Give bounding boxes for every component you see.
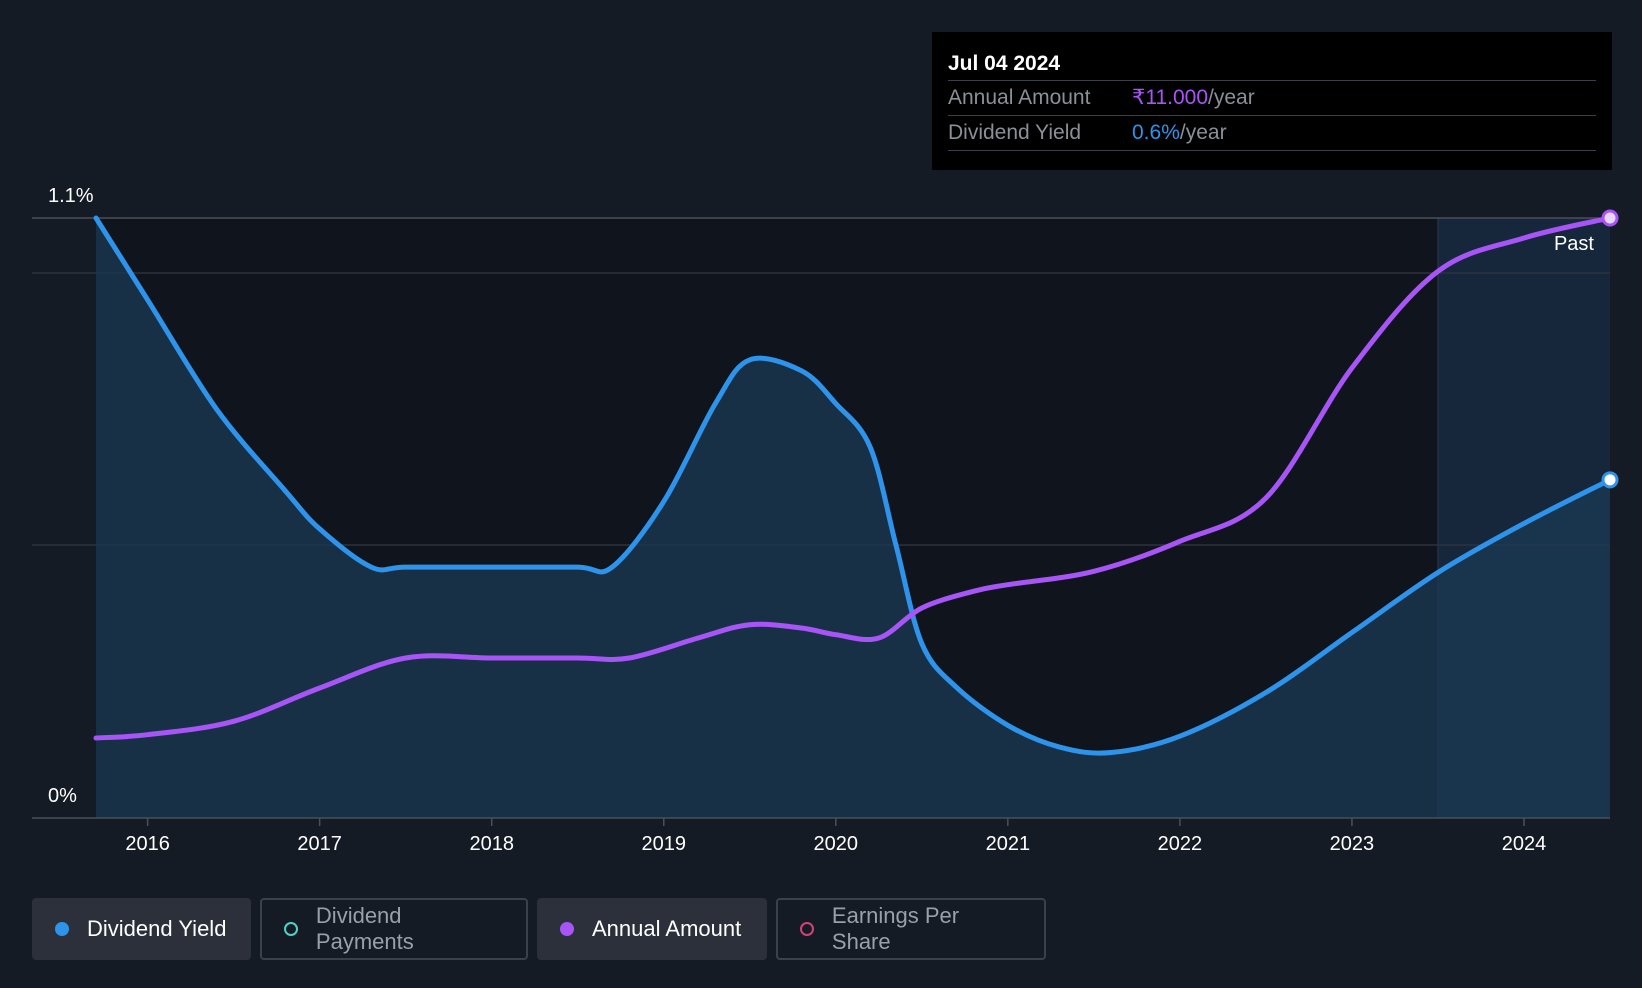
tooltip-label: Dividend Yield <box>948 121 1082 144</box>
past-label: Past <box>1554 233 1594 255</box>
legend-dot-icon <box>55 922 69 936</box>
tooltip-unit: /year <box>1208 86 1255 109</box>
legend: Dividend Yield Dividend Payments Annual … <box>32 898 1046 960</box>
legend-annual-amount[interactable]: Annual Amount <box>537 898 767 960</box>
x-tick-label: 2016 <box>125 833 170 855</box>
dividend-yield-area <box>96 218 1610 818</box>
legend-label: Dividend Yield <box>87 916 227 941</box>
x-tick-label: 2017 <box>297 833 342 855</box>
legend-earnings-per-share[interactable]: Earnings Per Share <box>776 898 1046 960</box>
x-tick-label: 2018 <box>469 833 514 855</box>
legend-label: Earnings Per Share <box>831 903 960 954</box>
legend-label: Dividend Payments <box>315 903 414 954</box>
tooltip-label: Annual Amount <box>948 86 1091 109</box>
tooltip-row-dividend-yield: Dividend Yield 0.6% /year <box>948 115 1596 151</box>
tooltip: Jul 04 2024 Annual Amount ₹11.000 /year … <box>932 32 1612 170</box>
tooltip-value: 0.6% <box>1132 121 1180 144</box>
x-tick-label: 2020 <box>814 833 859 855</box>
legend-ring-icon <box>800 922 814 936</box>
x-tick-label: 2024 <box>1502 833 1547 855</box>
x-tick-label: 2019 <box>642 833 687 855</box>
annual-amount-line <box>93 215 1613 741</box>
x-tick-label: 2023 <box>1330 833 1375 855</box>
tooltip-row-annual-amount: Annual Amount ₹11.000 /year <box>948 80 1596 115</box>
y-tick-label-top: 1.1% <box>48 185 94 207</box>
y-tick-label-zero: 0% <box>48 785 77 807</box>
annual-amount-end-marker[interactable] <box>1601 209 1619 227</box>
tooltip-value: ₹11.000 <box>1132 86 1209 109</box>
x-tick-label: 2022 <box>1158 833 1203 855</box>
x-axis-ticks: 2016 2017 2018 2019 2020 2021 2022 2023 2024 <box>125 818 1546 855</box>
tooltip-date: Jul 04 2024 <box>948 52 1061 75</box>
x-tick-label: 2021 <box>986 833 1031 855</box>
dividend-yield-line <box>93 215 1613 756</box>
legend-label: Annual Amount <box>592 916 742 941</box>
tooltip-unit: /year <box>1179 121 1227 144</box>
dividend-yield-end-marker[interactable] <box>1601 471 1619 489</box>
legend-dividend-payments[interactable]: Dividend Payments <box>260 898 528 960</box>
legend-dividend-yield[interactable]: Dividend Yield <box>32 898 251 960</box>
legend-ring-icon <box>284 922 298 936</box>
legend-dot-icon <box>560 922 574 936</box>
